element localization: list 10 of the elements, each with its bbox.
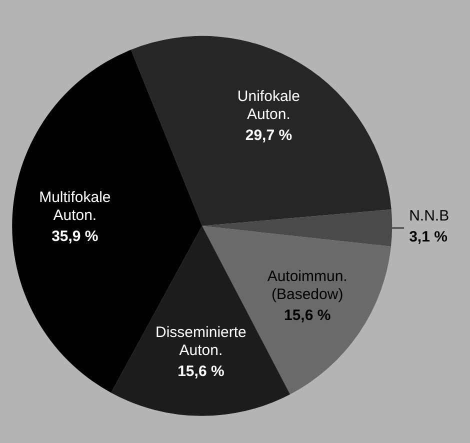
- slice-label: Unifokale Auton.: [237, 88, 300, 123]
- slice-label: Multifokale Auton.: [39, 189, 111, 224]
- data-label: 35,9 %: [52, 228, 98, 246]
- data-label: 15,6 %: [284, 307, 331, 324]
- slice-label: Disseminierte Auton.: [156, 324, 246, 359]
- data-label: 3,1 %: [409, 228, 448, 246]
- slice-label: N.N.B: [409, 208, 450, 225]
- data-label: 29,7 %: [245, 126, 292, 144]
- data-label: 15,6 %: [178, 362, 224, 380]
- slice-label: Autoimmun. (Basedow): [267, 268, 348, 304]
